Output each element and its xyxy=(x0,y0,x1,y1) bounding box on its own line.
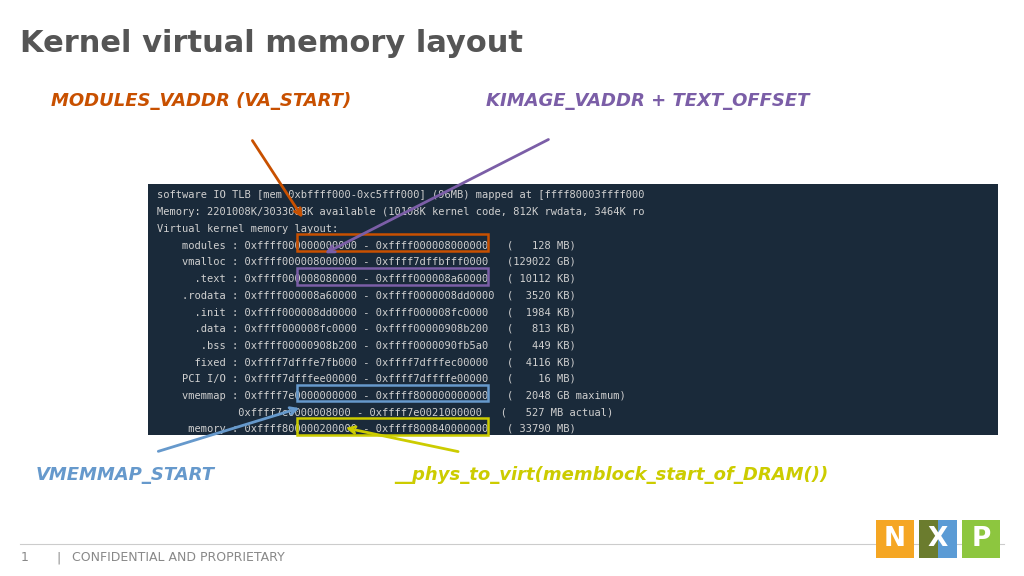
Text: VMEMMAP_START: VMEMMAP_START xyxy=(36,466,215,484)
FancyBboxPatch shape xyxy=(148,184,998,435)
Text: N: N xyxy=(884,526,906,552)
Text: modules : 0xffff000000000000 - 0xffff000008000000   (   128 MB): modules : 0xffff000000000000 - 0xffff000… xyxy=(157,240,575,251)
Text: Virtual kernel memory layout:: Virtual kernel memory layout: xyxy=(157,223,338,234)
Text: X: X xyxy=(928,526,948,552)
Text: .rodata : 0xffff000008a60000 - 0xffff0000008dd0000  (  3520 KB): .rodata : 0xffff000008a60000 - 0xffff000… xyxy=(157,290,575,301)
Text: 0xffff7e0000008000 - 0xffff7e0021000000   (   527 MB actual): 0xffff7e0000008000 - 0xffff7e0021000000 … xyxy=(157,407,613,418)
Text: __phys_to_virt(memblock_start_of_DRAM()): __phys_to_virt(memblock_start_of_DRAM()) xyxy=(394,466,828,484)
Text: MODULES_VADDR (VA_START): MODULES_VADDR (VA_START) xyxy=(51,92,351,110)
Text: 1: 1 xyxy=(20,551,29,564)
Bar xyxy=(297,385,488,401)
FancyBboxPatch shape xyxy=(962,520,1000,558)
Text: fixed : 0xffff7dfffe7fb000 - 0xffff7dfffec00000   (  4116 KB): fixed : 0xffff7dfffe7fb000 - 0xffff7dfff… xyxy=(157,357,575,367)
Text: .data : 0xffff000008fc0000 - 0xffff00000908b200   (   813 KB): .data : 0xffff000008fc0000 - 0xffff00000… xyxy=(157,324,575,334)
Text: Memory: 2201008K/3033088K available (10108K kernel code, 812K rwdata, 3464K ro: Memory: 2201008K/3033088K available (101… xyxy=(157,207,644,217)
Text: CONFIDENTIAL AND PROPRIETARY: CONFIDENTIAL AND PROPRIETARY xyxy=(72,551,285,564)
FancyBboxPatch shape xyxy=(876,520,914,558)
FancyBboxPatch shape xyxy=(938,520,957,558)
Text: software IO TLB [mem 0xbffff000-0xc5fff000] (96MB) mapped at [ffff80003ffff000: software IO TLB [mem 0xbffff000-0xc5fff0… xyxy=(157,190,644,200)
Bar xyxy=(297,418,488,435)
Text: .text : 0xffff000008080000 - 0xffff000008a60000   ( 10112 KB): .text : 0xffff000008080000 - 0xffff00000… xyxy=(157,274,575,284)
Text: .bss : 0xffff00000908b200 - 0xffff0000090fb5a0   (   449 KB): .bss : 0xffff00000908b200 - 0xffff000009… xyxy=(157,340,575,351)
Text: P: P xyxy=(972,526,990,552)
Text: memory : 0xffff800000200000 - 0xffff800840000000   ( 33790 MB): memory : 0xffff800000200000 - 0xffff8008… xyxy=(157,424,575,434)
Text: KIMAGE_VADDR + TEXT_OFFSET: KIMAGE_VADDR + TEXT_OFFSET xyxy=(486,92,810,110)
Text: Kernel virtual memory layout: Kernel virtual memory layout xyxy=(20,29,523,58)
Bar xyxy=(297,234,488,251)
Bar xyxy=(297,268,488,285)
Text: |: | xyxy=(56,551,60,564)
Text: vmemmap : 0xffff7e0000000000 - 0xffff800000000000   (  2048 GB maximum): vmemmap : 0xffff7e0000000000 - 0xffff800… xyxy=(157,391,626,401)
Text: vmalloc : 0xffff000008000000 - 0xffff7dffbfff0000   (129022 GB): vmalloc : 0xffff000008000000 - 0xffff7df… xyxy=(157,257,575,267)
Text: .init : 0xffff000008dd0000 - 0xffff000008fc0000   (  1984 KB): .init : 0xffff000008dd0000 - 0xffff00000… xyxy=(157,307,575,317)
FancyBboxPatch shape xyxy=(919,520,938,558)
Text: PCI I/O : 0xffff7dfffee00000 - 0xffff7dffffe00000   (    16 MB): PCI I/O : 0xffff7dfffee00000 - 0xffff7df… xyxy=(157,374,575,384)
